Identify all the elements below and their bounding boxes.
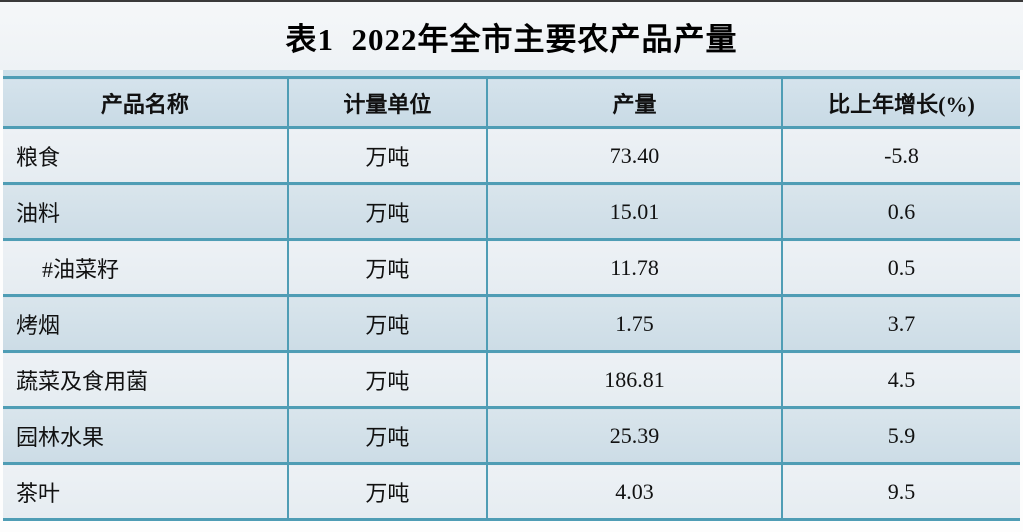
- col-header-output: 产量: [487, 77, 783, 129]
- cell-growth: 0.5: [782, 239, 1020, 297]
- cell-output: 186.81: [487, 351, 783, 409]
- cell-growth: 5.9: [782, 407, 1020, 465]
- header-row: 产品名称 计量单位 产量 比上年增长(%): [3, 77, 1020, 129]
- cell-growth: 0.6: [782, 183, 1020, 241]
- agri-output-table: 产品名称 计量单位 产量 比上年增长(%) 粮食 万吨 73.40 -5.8 油…: [3, 76, 1020, 521]
- cell-growth: 9.5: [782, 463, 1020, 521]
- col-header-unit: 计量单位: [287, 77, 489, 129]
- table-title-area: 表1 2022年全市主要农产品产量: [0, 2, 1023, 70]
- cell-output: 11.78: [487, 239, 783, 297]
- page-top-border: [0, 0, 1023, 2]
- cell-output: 73.40: [487, 127, 783, 185]
- table-row: 油料 万吨 15.01 0.6: [3, 183, 1020, 241]
- cell-output: 25.39: [487, 407, 783, 465]
- table-row: 茶叶 万吨 4.03 9.5: [3, 463, 1020, 521]
- cell-growth: 4.5: [782, 351, 1020, 409]
- cell-output: 4.03: [487, 463, 783, 521]
- header-top-strip: [3, 70, 1020, 76]
- cell-product-name: 烤烟: [3, 295, 289, 353]
- table-row: 烤烟 万吨 1.75 3.7: [3, 295, 1020, 353]
- cell-unit: 万吨: [287, 407, 489, 465]
- cell-product-name: #油菜籽: [3, 239, 289, 297]
- cell-unit: 万吨: [287, 351, 489, 409]
- cell-output: 15.01: [487, 183, 783, 241]
- table-title: 表1 2022年全市主要农产品产量: [285, 21, 738, 57]
- table-row: #油菜籽 万吨 11.78 0.5: [3, 239, 1020, 297]
- col-header-product-name: 产品名称: [3, 77, 289, 129]
- table-row: 粮食 万吨 73.40 -5.8: [3, 127, 1020, 185]
- cell-unit: 万吨: [287, 463, 489, 521]
- cell-unit: 万吨: [287, 183, 489, 241]
- cell-unit: 万吨: [287, 295, 489, 353]
- table-row: 蔬菜及食用菌 万吨 186.81 4.5: [3, 351, 1020, 409]
- table-row: 园林水果 万吨 25.39 5.9: [3, 407, 1020, 465]
- cell-product-name: 粮食: [3, 127, 289, 185]
- cell-growth: 3.7: [782, 295, 1020, 353]
- col-header-growth: 比上年增长(%): [782, 77, 1020, 129]
- cell-product-name: 园林水果: [3, 407, 289, 465]
- cell-product-name: 油料: [3, 183, 289, 241]
- cell-unit: 万吨: [287, 239, 489, 297]
- cell-output: 1.75: [487, 295, 783, 353]
- cell-unit: 万吨: [287, 127, 489, 185]
- cell-product-name: 蔬菜及食用菌: [3, 351, 289, 409]
- table-body: 粮食 万吨 73.40 -5.8 油料 万吨 15.01 0.6 #油菜籽 万吨…: [3, 127, 1020, 521]
- cell-growth: -5.8: [782, 127, 1020, 185]
- cell-product-name: 茶叶: [3, 463, 289, 521]
